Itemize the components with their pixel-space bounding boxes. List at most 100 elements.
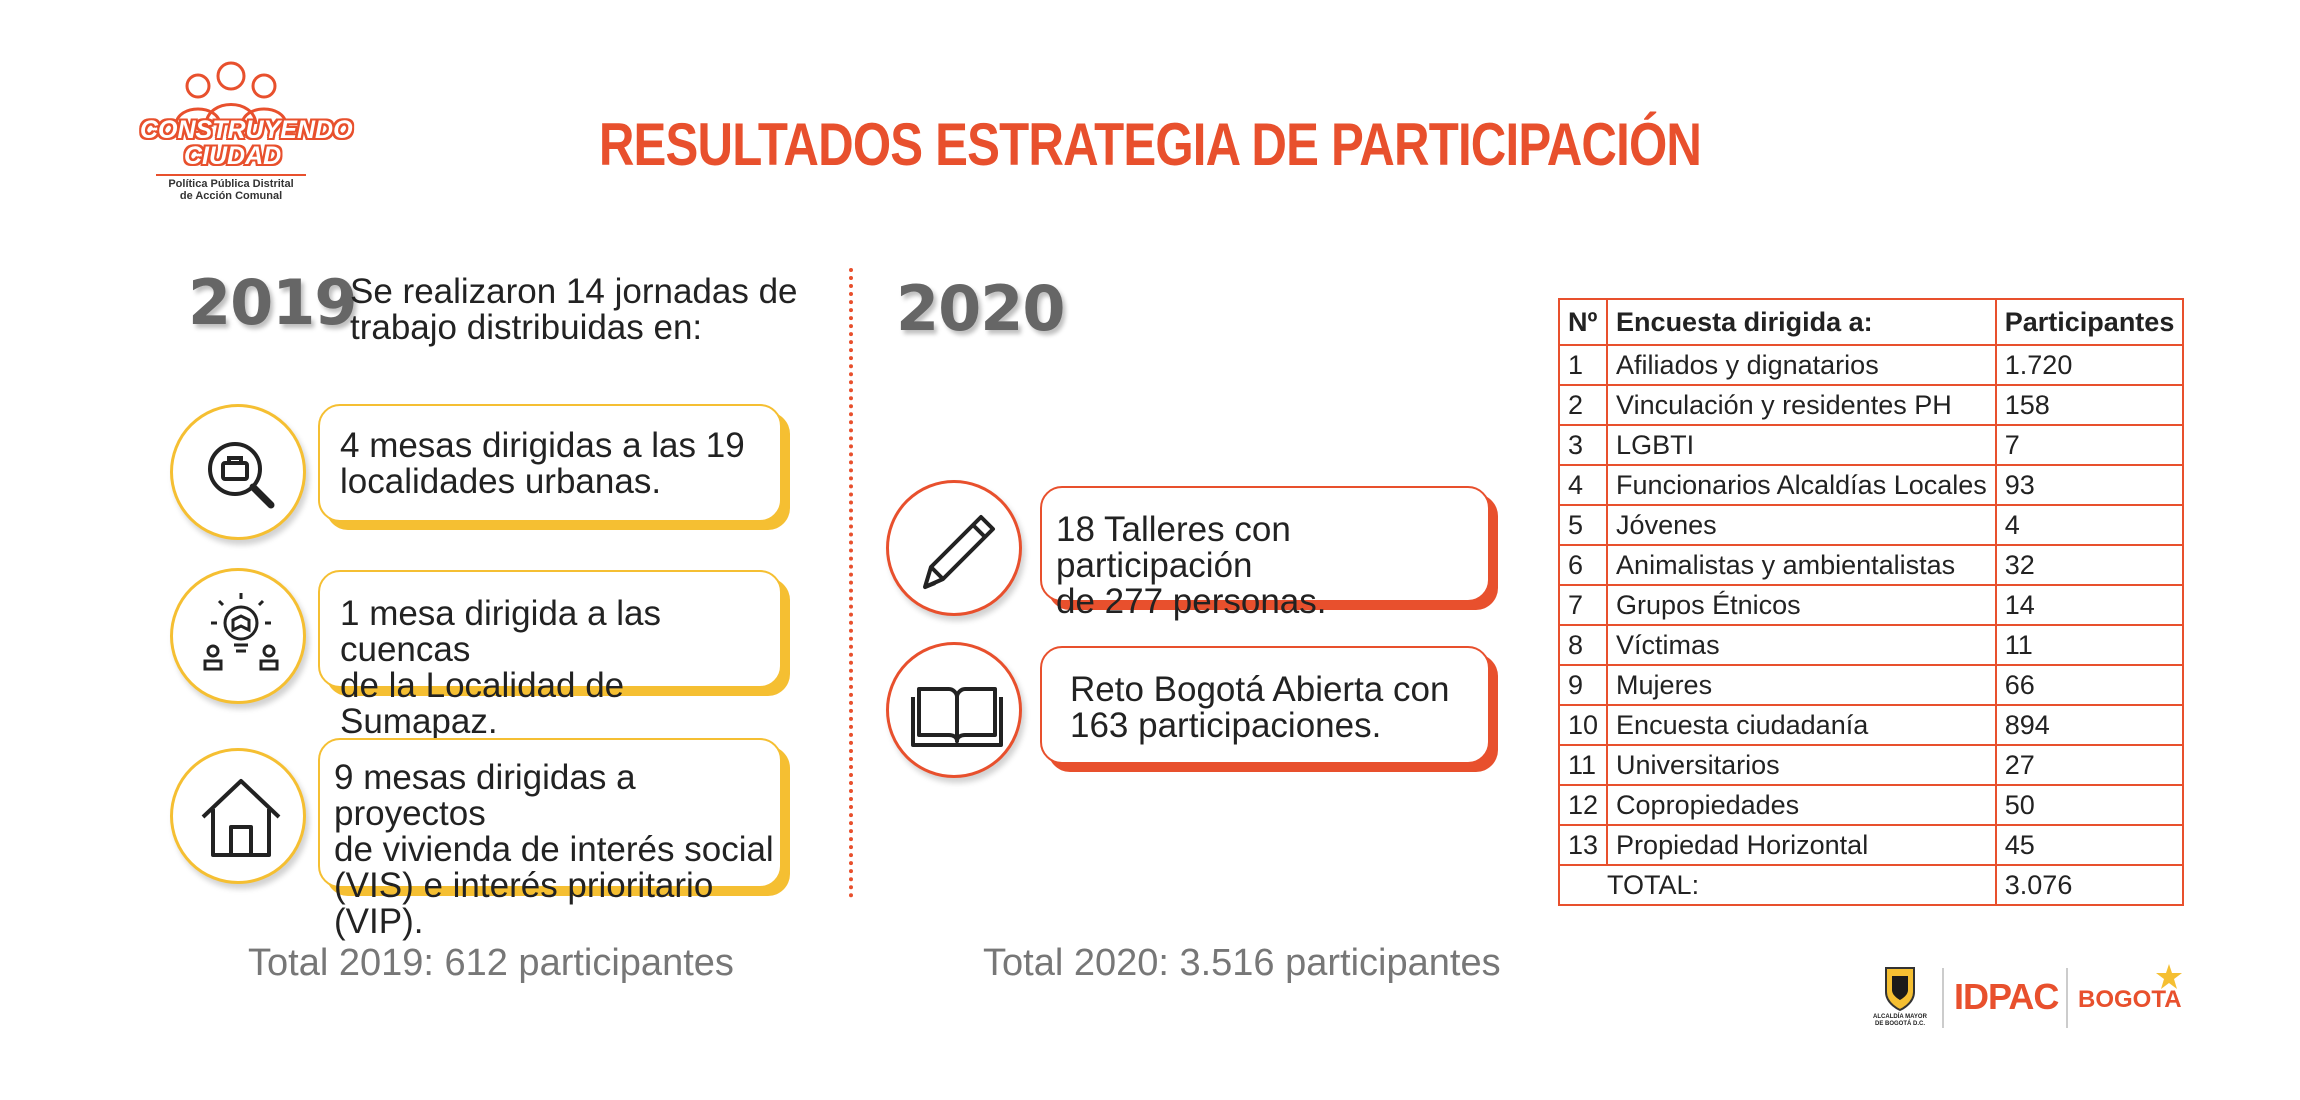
card-2020-1: 18 Talleres con participación de 277 per… xyxy=(1040,486,1490,620)
table-row: 10 Encuesta ciudadanía 894 xyxy=(1557,704,2185,746)
card-2019-1: 4 mesas dirigidas a las 19 localidades u… xyxy=(318,404,782,522)
construyendo-ciudad-logo: CONSTRUYENDO CIUDAD Política Pública Dis… xyxy=(136,58,353,208)
row-number: 7 xyxy=(1557,584,1609,626)
card-2019-3-line2: de vivienda de interés social xyxy=(334,830,774,869)
idea-people-icon-circle xyxy=(170,568,306,704)
table-row: 7 Grupos Étnicos 14 xyxy=(1557,584,2185,626)
row-survey-target: Jóvenes xyxy=(1606,504,1997,546)
row-survey-target: Encuesta ciudadanía xyxy=(1606,704,1997,746)
card-2019-1-line2: localidades urbanas. xyxy=(340,462,662,501)
footer-logos: ALCALDÍA MAYOR DE BOGOTÁ D.C. IDPAC BOGO… xyxy=(1870,962,2200,1034)
row-participants: 14 xyxy=(1994,584,2185,626)
header-participants: Participantes xyxy=(1994,298,2185,346)
page-title: RESULTADOS ESTRATEGIA DE PARTICIPACIÓN xyxy=(598,111,1702,178)
row-survey-target: Universitarios xyxy=(1606,744,1997,786)
row-number: 4 xyxy=(1557,464,1609,506)
pencil-icon xyxy=(923,515,995,589)
header-survey: Encuesta dirigida a: xyxy=(1606,298,1997,346)
row-number: 10 xyxy=(1557,704,1609,746)
row-participants: 93 xyxy=(1994,464,2185,506)
book-icon xyxy=(911,687,1003,747)
logo-word-2: CIUDAD xyxy=(184,142,282,170)
table-row: 6 Animalistas y ambientalistas 32 xyxy=(1557,544,2185,586)
row-number: 11 xyxy=(1557,744,1609,786)
row-participants: 7 xyxy=(1994,424,2185,466)
intro-2019: Se realizaron 14 jornadas de trabajo dis… xyxy=(350,274,798,346)
year-2019: 2019 xyxy=(188,266,358,339)
year-2020: 2020 xyxy=(896,272,1066,345)
card-2019-2-line1: 1 mesa dirigida a las cuencas xyxy=(340,594,661,669)
logo-subtitle-2: de Acción Comunal xyxy=(179,190,283,202)
table-header-row: Nº Encuesta dirigida a: Participantes xyxy=(1557,298,2185,346)
row-participants: 1.720 xyxy=(1994,344,2185,386)
row-participants: 894 xyxy=(1994,704,2185,746)
row-survey-target: Vinculación y residentes PH xyxy=(1606,384,1997,426)
row-survey-target: Grupos Étnicos xyxy=(1606,584,1997,626)
row-number: 3 xyxy=(1557,424,1609,466)
row-number: 13 xyxy=(1557,824,1609,866)
house-icon xyxy=(201,779,281,857)
row-survey-target: Víctimas xyxy=(1606,624,1997,666)
idea-people-icon xyxy=(203,593,279,671)
row-number: 5 xyxy=(1557,504,1609,546)
people-icon xyxy=(174,61,288,125)
search-briefcase-icon-circle xyxy=(170,404,306,540)
card-2019-3-line1: 9 mesas dirigidas a proyectos xyxy=(334,758,636,833)
row-participants: 4 xyxy=(1994,504,2185,546)
row-number: 9 xyxy=(1557,664,1609,706)
total-2020: Total 2020: 3.516 participantes xyxy=(983,942,1501,984)
row-survey-target: Animalistas y ambientalistas xyxy=(1606,544,1997,586)
row-participants: 45 xyxy=(1994,824,2185,866)
table-row: 2 Vinculación y residentes PH 158 xyxy=(1557,384,2185,426)
card-2020-2: Reto Bogotá Abierta con 163 participacio… xyxy=(1040,646,1490,764)
logo-subtitle-1: Política Pública Distrital xyxy=(168,178,294,190)
row-number: 6 xyxy=(1557,544,1609,586)
total-2019: Total 2019: 612 participantes xyxy=(248,942,734,984)
row-number: 8 xyxy=(1557,624,1609,666)
intro-2019-line2: trabajo distribuidas en: xyxy=(350,308,703,347)
footer-separator-1 xyxy=(1942,968,1944,1028)
table-row: 11 Universitarios 27 xyxy=(1557,744,2185,786)
card-2019-3-line3: (VIS) e interés prioritario (VIP). xyxy=(334,866,714,941)
table-total-row: TOTAL: 3.076 xyxy=(1557,864,2185,906)
table-row: 3 LGBTI 7 xyxy=(1557,424,2185,466)
total-blank-cell xyxy=(1557,864,1608,906)
row-number: 2 xyxy=(1557,384,1609,426)
star-icon xyxy=(2156,964,2182,989)
row-survey-target: Copropiedades xyxy=(1606,784,1997,826)
row-survey-target: Afiliados y dignatarios xyxy=(1606,344,1997,386)
search-briefcase-icon xyxy=(208,442,275,509)
section-divider xyxy=(849,268,853,898)
card-2020-2-line2: 163 participaciones. xyxy=(1070,706,1382,745)
card-2019-2: 1 mesa dirigida a las cuencas de la Loca… xyxy=(318,570,782,740)
row-participants: 66 xyxy=(1994,664,2185,706)
table-row: 5 Jóvenes 4 xyxy=(1557,504,2185,546)
header-number: Nº xyxy=(1557,298,1609,346)
table-row: 1 Afiliados y dignatarios 1.720 xyxy=(1557,344,2185,386)
pencil-icon-circle xyxy=(886,480,1022,616)
row-participants: 50 xyxy=(1994,784,2185,826)
logo-divider xyxy=(156,174,306,176)
card-2019-1-line1: 4 mesas dirigidas a las 19 xyxy=(340,426,745,465)
row-survey-target: Mujeres xyxy=(1606,664,1997,706)
table-body: 1 Afiliados y dignatarios 1.720 2 Vinculació… xyxy=(1557,344,2185,866)
row-number: 1 xyxy=(1557,344,1609,386)
table-row: 12 Copropiedades 50 xyxy=(1557,784,2185,826)
book-icon-circle xyxy=(886,642,1022,778)
row-survey-target: Funcionarios Alcaldías Locales xyxy=(1606,464,1997,506)
idpac-logo: IDPAC xyxy=(1954,976,2059,1017)
intro-2019-line1: Se realizaron 14 jornadas de xyxy=(350,272,798,311)
card-2019-2-line2: de la Localidad de Sumapaz. xyxy=(340,666,625,741)
row-participants: 11 xyxy=(1994,624,2185,666)
row-participants: 27 xyxy=(1994,744,2185,786)
alcaldia-shield-icon xyxy=(1885,967,1915,1012)
card-2020-1-line1: 18 Talleres con participación xyxy=(1056,510,1291,585)
row-survey-target: Propiedad Horizontal xyxy=(1606,824,1997,866)
table-row: 9 Mujeres 66 xyxy=(1557,664,2185,706)
table-row: 13 Propiedad Horizontal 45 xyxy=(1557,824,2185,866)
row-participants: 158 xyxy=(1994,384,2185,426)
table-row: 4 Funcionarios Alcaldías Locales 93 xyxy=(1557,464,2185,506)
row-survey-target: LGBTI xyxy=(1606,424,1997,466)
row-participants: 32 xyxy=(1994,544,2185,586)
